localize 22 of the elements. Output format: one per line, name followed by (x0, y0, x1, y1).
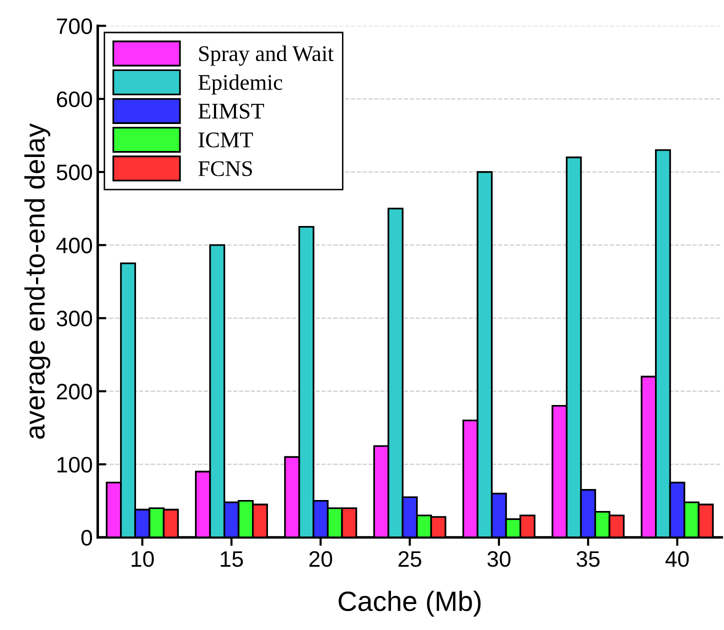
y-tick-label: 0 (81, 530, 92, 546)
legend-label: FCNS (198, 161, 252, 176)
x-tick-label: 15 (220, 551, 243, 567)
y-tick-label: 200 (56, 384, 92, 400)
y-tick-label: 600 (56, 91, 92, 108)
y-tick-label: 400 (56, 238, 92, 254)
x-tick-label: 10 (132, 551, 154, 567)
x-tick-label: 20 (309, 551, 332, 567)
x-tick-label: 25 (398, 551, 422, 567)
x-axis-title: Cache (Mb) (338, 590, 481, 617)
y-axis-title: average end-to-end delay (24, 123, 50, 439)
y-tick-label: 700 (56, 18, 92, 34)
legend-label: EIMST (198, 104, 264, 119)
y-tick-label: 500 (56, 164, 92, 180)
x-tick-label: 30 (487, 551, 510, 567)
x-tick-label: 40 (665, 551, 689, 567)
legend-label: ICMT (198, 132, 253, 148)
x-tick-label: 35 (576, 551, 600, 567)
y-tick-label: 100 (58, 456, 92, 473)
legend-label: Epidemic (198, 74, 282, 94)
legend-label: Spray and Wait (199, 46, 334, 66)
y-tick-label: 300 (56, 310, 92, 326)
